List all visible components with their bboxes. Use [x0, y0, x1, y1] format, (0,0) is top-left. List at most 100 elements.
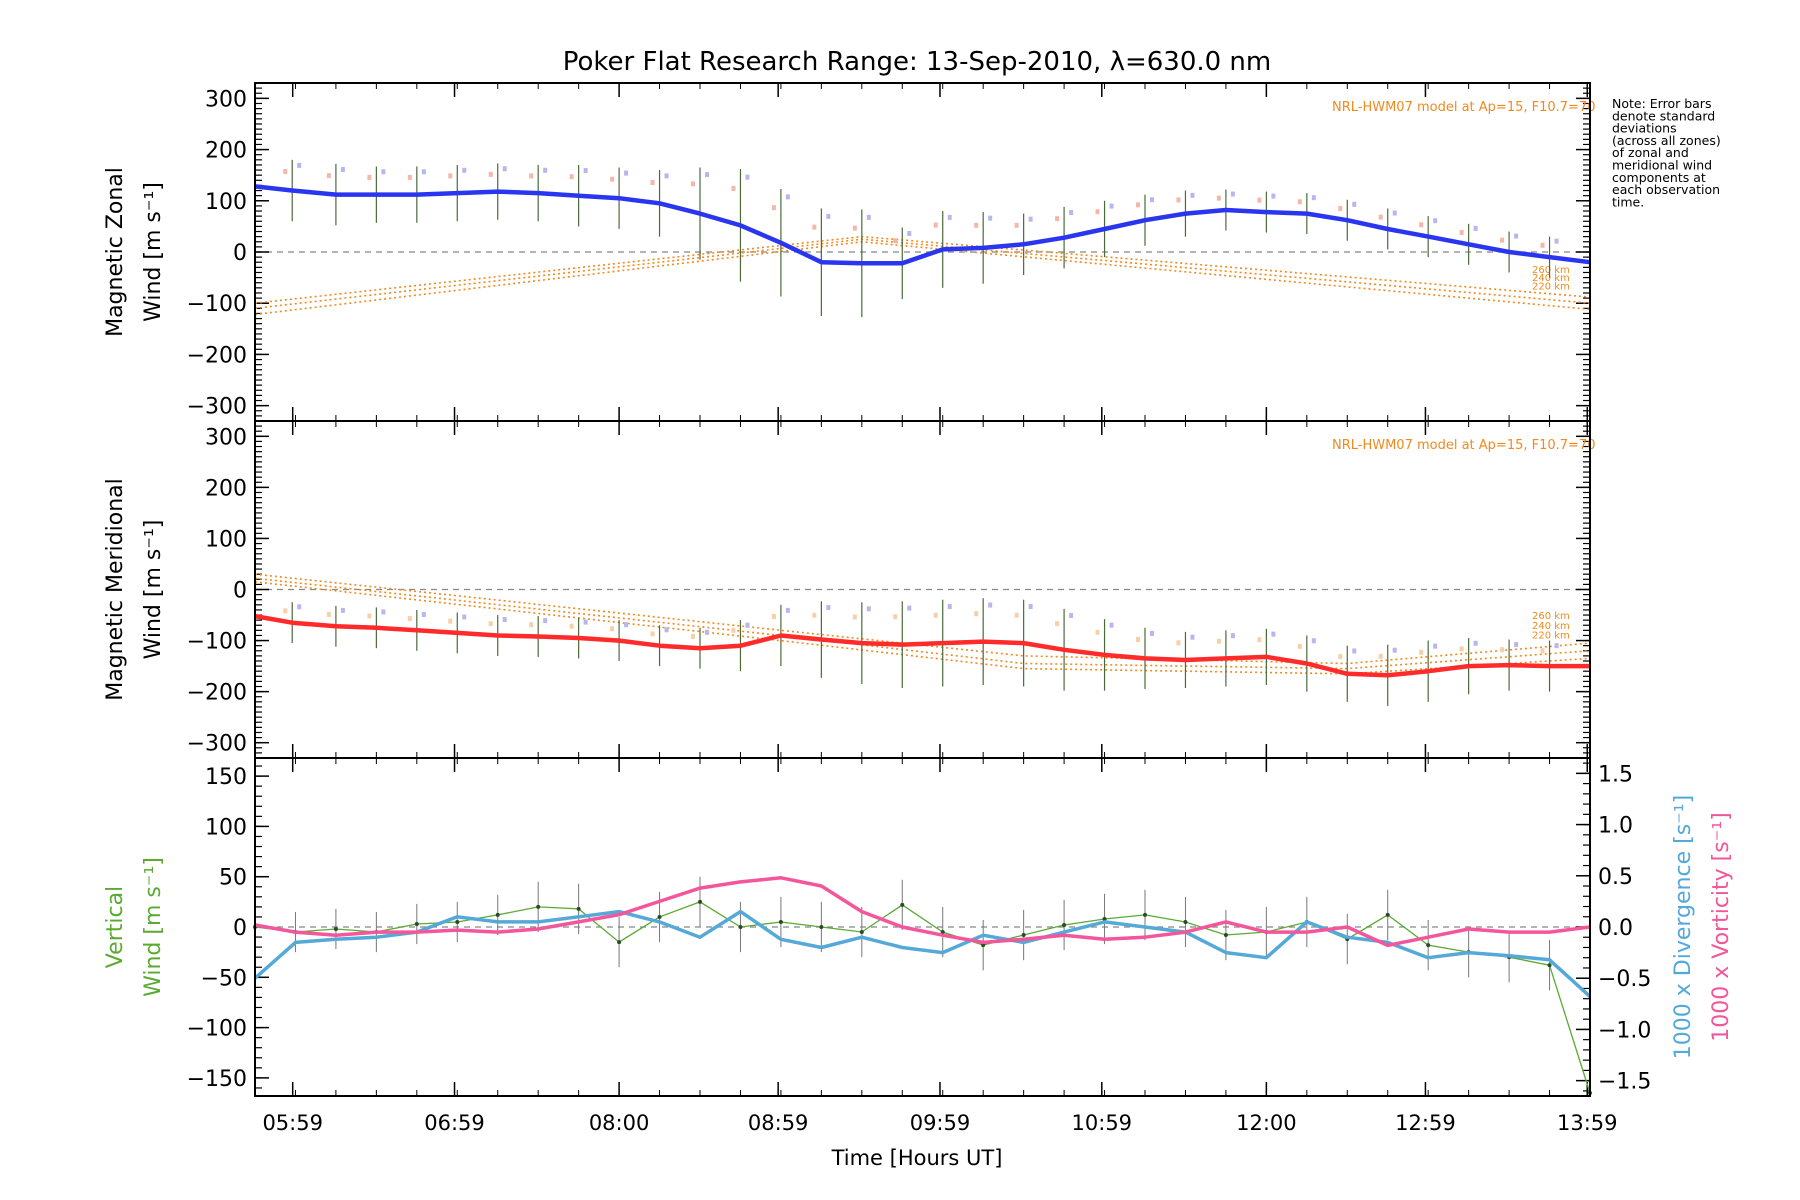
zone-marker: [1297, 199, 1302, 205]
zone-marker: [610, 176, 615, 182]
zone-marker: [1136, 202, 1140, 208]
zone-marker: [933, 222, 938, 228]
model-curve: [254, 240, 1591, 316]
zone-marker: [907, 605, 912, 611]
zone-marker: [771, 614, 776, 620]
zone-marker: [1554, 238, 1559, 244]
zone-marker: [947, 214, 952, 220]
vertical-wind-point: [495, 912, 500, 917]
note-line: of zonal and: [1612, 145, 1689, 160]
zone-marker: [1190, 634, 1195, 640]
zone-marker: [583, 168, 588, 174]
zone-marker: [1352, 648, 1357, 654]
vertical-wind-point: [1426, 943, 1431, 948]
model-height-label: 240 km: [1532, 273, 1570, 284]
vertical-wind-point: [414, 921, 419, 926]
zone-marker: [1473, 640, 1478, 646]
zone-marker: [1176, 640, 1181, 646]
x-tick-label: 08:00: [589, 1111, 650, 1135]
y-tick-label: −150: [187, 1067, 247, 1092]
zone-marker: [421, 611, 426, 617]
zone-marker: [407, 174, 412, 180]
zone-marker: [785, 194, 790, 200]
y-tick-label: 200: [205, 476, 247, 501]
y-axis-label: Wind [m s⁻¹]: [141, 182, 166, 322]
y-axis-label: Magnetic Meridional: [103, 478, 128, 700]
zone-marker: [367, 174, 372, 180]
zone-marker: [1150, 197, 1154, 203]
zone-marker: [1014, 222, 1019, 228]
y-tick-label: 0: [233, 916, 247, 941]
note-line: denote standard: [1612, 108, 1715, 123]
zone-marker: [1433, 218, 1438, 224]
zone-marker: [297, 162, 302, 168]
zone-marker: [326, 611, 331, 617]
y2-tick-label: 0.5: [1598, 865, 1633, 890]
y-axis-label: Vertical: [103, 886, 128, 968]
zone-marker: [745, 174, 750, 180]
zone-marker: [367, 613, 372, 619]
vertical-wind-point: [657, 914, 662, 919]
zone-marker: [933, 612, 938, 618]
x-tick-label: 12:00: [1236, 1111, 1297, 1135]
zone-marker: [664, 627, 669, 633]
model-curve: [254, 573, 1591, 665]
zone-marker: [907, 231, 912, 237]
y-tick-label: 100: [205, 190, 247, 215]
x-tick-label: 08:59: [748, 1111, 809, 1135]
vertical-wind-point: [738, 925, 743, 929]
zonal-wind-line: [254, 184, 1591, 266]
zone-marker: [812, 224, 817, 230]
zone-marker: [1055, 621, 1060, 627]
zone-marker: [1378, 653, 1383, 659]
zone-marker: [1392, 210, 1397, 216]
x-tick-label: 10:59: [1072, 1111, 1133, 1135]
zone-marker: [1216, 638, 1221, 644]
zone-marker: [1069, 612, 1074, 618]
zone-marker: [988, 602, 993, 608]
zone-marker: [340, 166, 345, 172]
zone-marker: [1230, 191, 1235, 197]
zone-marker: [1338, 205, 1343, 211]
zone-marker: [893, 238, 898, 244]
zone-marker: [664, 173, 669, 179]
zone-marker: [529, 622, 534, 628]
y-tick-label: 200: [205, 139, 247, 164]
zone-marker: [1069, 210, 1074, 216]
vertical-wind-point: [576, 906, 581, 911]
zone-marker: [974, 222, 979, 228]
zone-marker: [1311, 638, 1316, 644]
vertical-wind-point: [1102, 916, 1107, 921]
model-curve: [254, 235, 1591, 304]
note-line: (across all zones): [1612, 133, 1721, 148]
zone-marker: [1514, 642, 1519, 648]
zone-marker: [624, 170, 629, 176]
zone-marker: [1500, 237, 1505, 243]
x-tick-label: 13:59: [1557, 1111, 1618, 1135]
y-tick-label: 100: [205, 527, 247, 552]
zone-marker: [326, 173, 331, 179]
zone-marker: [1257, 637, 1262, 643]
model-height-label: 260 km: [1532, 611, 1570, 622]
zone-marker: [1176, 197, 1181, 203]
vertical-panel: 150 100 50 0 −50 −100 −150 1.5 1.0 0.5 0.0 −0.5 −1.0…: [103, 757, 1734, 1097]
zone-marker: [488, 171, 493, 177]
zone-marker: [947, 604, 952, 610]
zone-marker: [1378, 214, 1383, 220]
y-tick-label: −200: [187, 681, 247, 706]
zone-marker: [988, 215, 993, 221]
zone-marker: [866, 214, 871, 220]
vertical-wind-point: [900, 902, 905, 907]
vertical-wind-point: [1143, 912, 1147, 917]
zone-marker: [731, 185, 736, 191]
zone-marker: [650, 180, 655, 186]
zone-marker: [691, 181, 695, 187]
y-tick-label: 300: [205, 425, 247, 450]
y-tick-label: −300: [187, 395, 247, 420]
y2-tick-label: −1.0: [1598, 1018, 1651, 1043]
zone-marker: [866, 606, 871, 612]
y2-tick-label: −1.5: [1598, 1070, 1651, 1095]
